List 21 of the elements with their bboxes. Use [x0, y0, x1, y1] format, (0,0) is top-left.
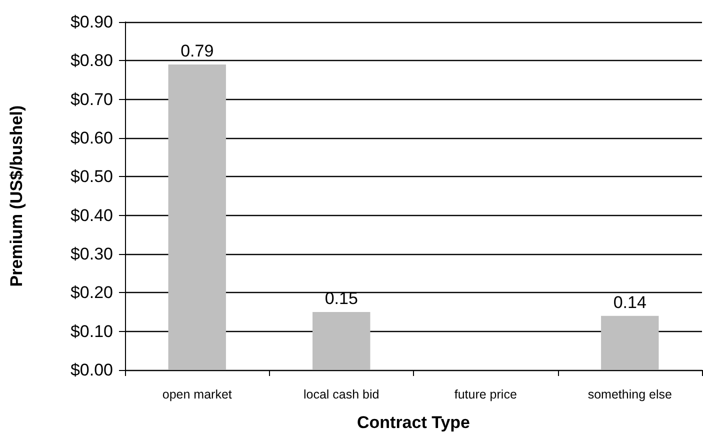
y-axis-title: Premium (US$/bushel): [7, 105, 26, 287]
y-tick-label: $0.20: [70, 283, 113, 302]
x-tick-label: local cash bid: [304, 388, 380, 402]
y-tick-label: $0.10: [70, 322, 113, 341]
y-tick-label: $0.40: [70, 206, 113, 225]
y-tick-label: $0.80: [70, 51, 113, 70]
bar: [168, 64, 226, 370]
y-tick-label: $0.70: [70, 90, 113, 109]
y-tick-label: $0.00: [70, 360, 113, 380]
bar: [601, 316, 659, 370]
bar: [312, 312, 370, 370]
x-tick-label: something else: [588, 388, 672, 402]
y-tick-label: $0.90: [70, 12, 113, 32]
x-tick-label: future price: [454, 388, 517, 402]
y-tick-label: $0.30: [70, 244, 113, 264]
y-tick-label: $0.60: [70, 128, 113, 148]
data-label: 0.14: [613, 292, 646, 312]
y-tick-label: $0.50: [70, 167, 113, 186]
x-axis-title: Contract Type: [356, 413, 470, 432]
data-label: 0.79: [180, 42, 214, 61]
x-tick-label: open market: [162, 388, 232, 402]
